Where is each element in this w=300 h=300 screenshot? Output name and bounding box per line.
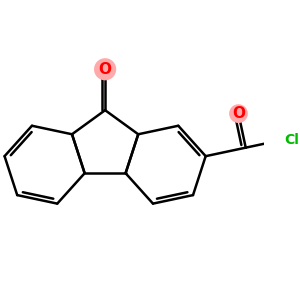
Text: O: O	[232, 106, 245, 121]
Text: Cl: Cl	[285, 133, 299, 147]
Circle shape	[229, 104, 248, 123]
Text: O: O	[99, 62, 112, 77]
Circle shape	[94, 58, 116, 80]
